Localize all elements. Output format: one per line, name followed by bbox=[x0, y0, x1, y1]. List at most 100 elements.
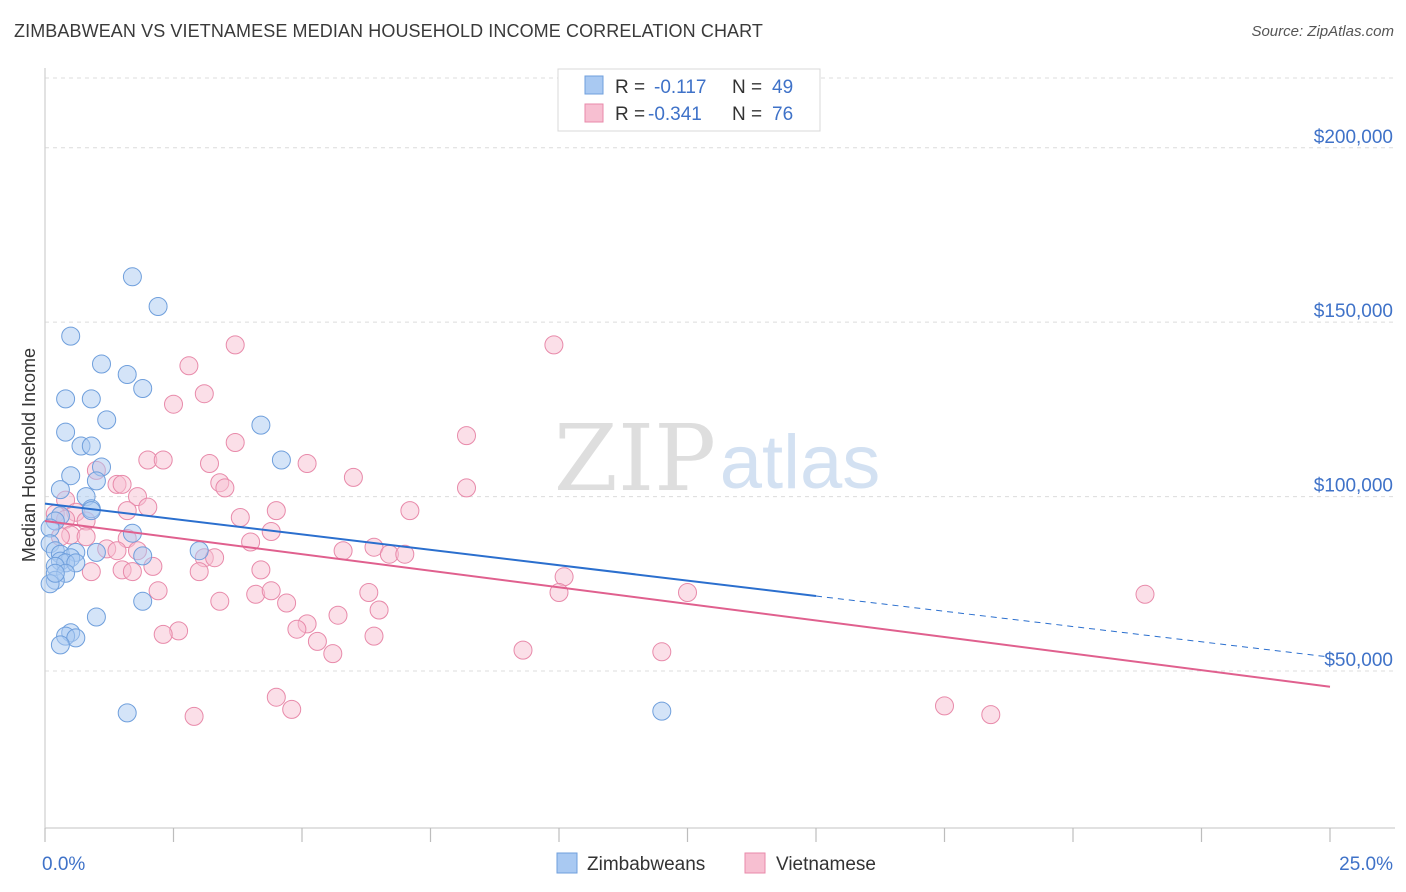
zimbabweans-point bbox=[117, 703, 137, 723]
vietnamese-point bbox=[307, 631, 327, 651]
gridlines bbox=[45, 77, 1395, 672]
stats-r-label-2: R = bbox=[615, 104, 645, 125]
zimbabweans-point bbox=[92, 354, 111, 374]
vietnamese-point bbox=[138, 497, 158, 517]
x-tick-label-max: 25.0% bbox=[1339, 854, 1393, 875]
vietnamese-point bbox=[117, 501, 137, 521]
zimbabweans-point bbox=[117, 365, 137, 384]
vietnamese-point bbox=[189, 562, 209, 582]
zimbabweans-point bbox=[133, 379, 153, 398]
vietnamese-point bbox=[179, 356, 199, 376]
vietnamese-point bbox=[328, 605, 348, 625]
stats-r-value-2: -0.341 bbox=[648, 104, 702, 125]
x-tick-labels: 0.0% 25.0% bbox=[42, 854, 1393, 875]
vietnamese-point bbox=[333, 541, 353, 561]
zimbabweans-point bbox=[61, 326, 81, 346]
vietnamese-point bbox=[261, 581, 281, 601]
vietnamese-point bbox=[225, 433, 245, 452]
vietnamese-point bbox=[200, 454, 219, 473]
series-legend: Zimbabweans Vietnamese bbox=[556, 852, 876, 875]
vietnamese-point bbox=[359, 583, 379, 602]
vietnamese-point bbox=[935, 696, 954, 716]
vietnamese-point bbox=[81, 562, 101, 582]
vietnamese-point bbox=[287, 619, 307, 639]
y-tick-label: $50,000 bbox=[1324, 650, 1393, 671]
vietnamese-point bbox=[184, 706, 204, 726]
vietnamese-point bbox=[107, 541, 127, 561]
stats-n-label-2: N = bbox=[732, 104, 762, 125]
vietnamese-point bbox=[1135, 584, 1155, 604]
vietnamese-point bbox=[297, 454, 317, 473]
zimbabweans-point bbox=[45, 563, 65, 583]
vietnamese-point bbox=[230, 508, 250, 527]
stats-r-value-1: -0.117 bbox=[654, 77, 706, 98]
stats-swatch-blue bbox=[584, 75, 604, 95]
zimbabweans-point bbox=[97, 410, 117, 430]
y-tick-label: $100,000 bbox=[1314, 476, 1393, 497]
vietnamese-point bbox=[678, 583, 697, 602]
zimbabweans-point bbox=[81, 389, 101, 409]
watermark-zip: ZIP bbox=[554, 405, 716, 512]
zimbabweans-point bbox=[148, 297, 168, 316]
vietnamese-point bbox=[266, 687, 286, 707]
vietnamese-point bbox=[153, 450, 173, 470]
watermark-atlas: atlas bbox=[720, 420, 881, 505]
vietnamese-point bbox=[225, 335, 245, 355]
zimbabweans-point bbox=[271, 450, 291, 470]
vietnamese-point bbox=[369, 600, 389, 620]
zimbabweans-point bbox=[133, 591, 153, 611]
x-tick-label-min: 0.0% bbox=[42, 854, 85, 875]
zimbabweans-point bbox=[50, 480, 70, 500]
vietnamese-point bbox=[395, 544, 415, 564]
trend-line-zimbabweans-extrapolated bbox=[815, 595, 1331, 658]
stats-n-value-2: 76 bbox=[772, 104, 793, 125]
vietnamese-point bbox=[164, 394, 183, 414]
zimbabweans-point bbox=[56, 389, 76, 409]
legend-swatch-zimbabweans bbox=[556, 852, 578, 874]
vietnamese-point bbox=[343, 467, 363, 487]
vietnamese-point bbox=[215, 478, 235, 498]
vietnamese-point bbox=[76, 527, 96, 547]
vietnamese-point bbox=[400, 501, 420, 521]
vietnamese-point bbox=[122, 562, 142, 582]
vietnamese-point bbox=[652, 642, 672, 662]
zimbabweans-point bbox=[86, 607, 106, 627]
vietnamese-point bbox=[277, 593, 297, 613]
y-tick-label: $150,000 bbox=[1314, 301, 1393, 322]
trend-line-vietnamese bbox=[44, 520, 1331, 688]
vietnamese-point bbox=[282, 699, 302, 719]
legend-label-zimbabweans: Zimbabweans bbox=[587, 854, 705, 875]
trend-lines bbox=[44, 502, 1331, 688]
y-axis-label: Median Household Income bbox=[19, 348, 39, 562]
vietnamese-point bbox=[457, 426, 476, 446]
vietnamese-point bbox=[266, 501, 286, 521]
vietnamese-point bbox=[544, 335, 564, 355]
y-tick-labels: $50,000 $100,000 $150,000 $200,000 bbox=[1314, 127, 1393, 671]
trend-line-zimbabweans bbox=[44, 502, 817, 598]
zimbabweans-point bbox=[652, 701, 672, 721]
vietnamese-point bbox=[364, 626, 384, 646]
zimbabweans-point bbox=[86, 542, 106, 562]
stats-r-label-1: R = bbox=[615, 77, 645, 98]
vietnamese-point bbox=[169, 621, 189, 641]
zimbabweans-point bbox=[81, 436, 101, 456]
vietnamese-point bbox=[194, 384, 214, 404]
vietnamese-point bbox=[246, 584, 266, 604]
series-zimbabweans-points bbox=[40, 267, 672, 723]
source-note: Source: ZipAtlas.com bbox=[1251, 23, 1394, 40]
stats-swatch-pink bbox=[584, 103, 604, 123]
stats-n-value-1: 49 bbox=[772, 77, 793, 98]
zimbabweans-point bbox=[133, 546, 153, 566]
stats-n-label-1: N = bbox=[732, 77, 762, 98]
zimbabweans-point bbox=[251, 415, 271, 435]
series-vietnamese-points bbox=[45, 335, 1155, 726]
legend-label-vietnamese: Vietnamese bbox=[776, 854, 876, 875]
vietnamese-point bbox=[210, 591, 230, 611]
zimbabweans-point bbox=[56, 422, 76, 442]
zimbabweans-point bbox=[50, 635, 70, 655]
stats-legend: R = -0.117 N = 49 R = -0.341 N = 76 bbox=[557, 68, 821, 132]
vietnamese-point bbox=[251, 560, 271, 580]
zimbabweans-point bbox=[61, 466, 81, 486]
vietnamese-point bbox=[513, 640, 533, 660]
